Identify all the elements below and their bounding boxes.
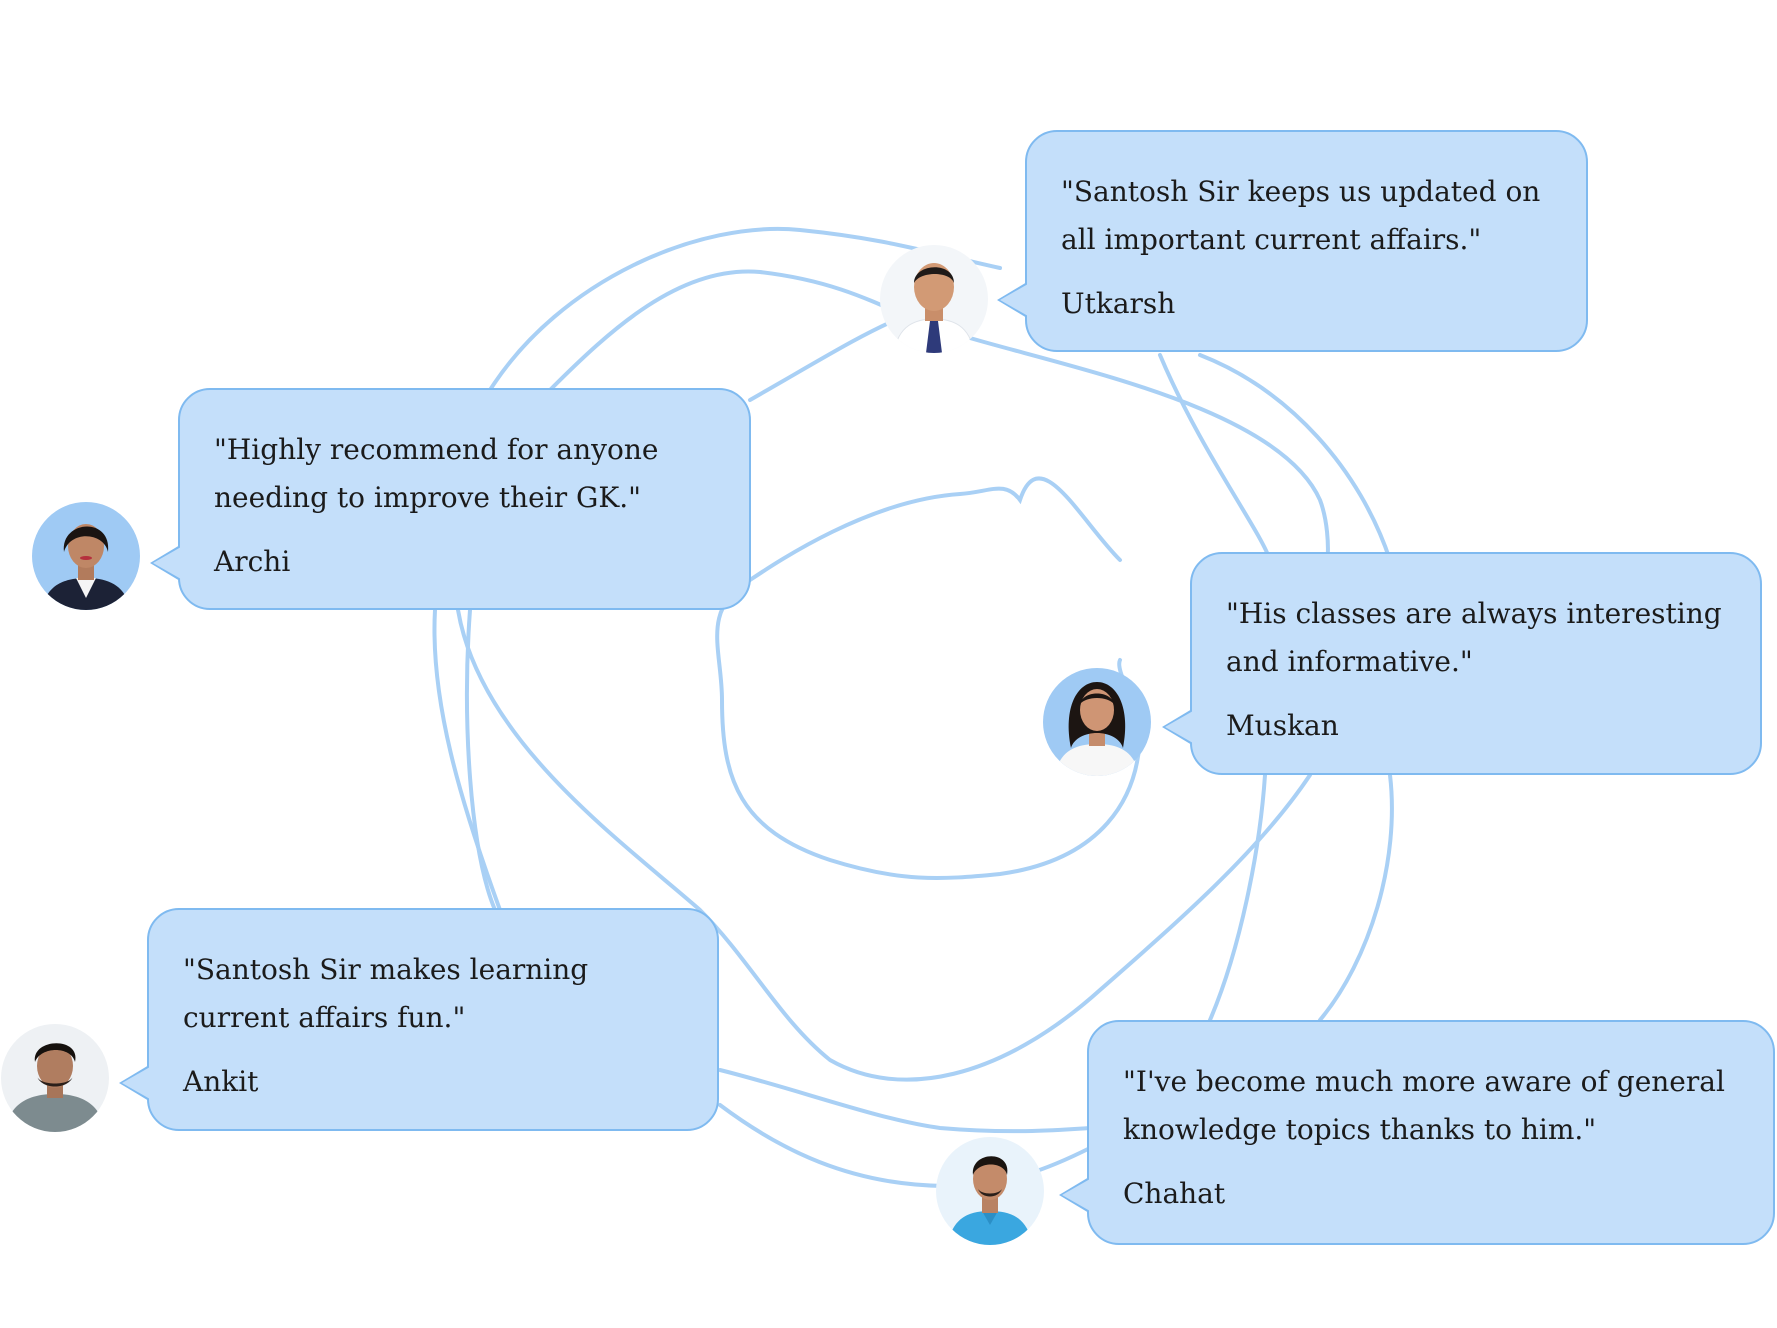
- testimonial-card-muskan: "His classes are always interesting and …: [1162, 552, 1762, 775]
- woman-white-shirt-avatar-icon: [1043, 668, 1151, 776]
- testimonial-quote: "Santosh Sir makes learning current affa…: [183, 953, 589, 1034]
- testimonial-author: Archi: [214, 545, 291, 578]
- woman-avatar-icon: [32, 502, 140, 610]
- testimonial-card-ankit: "Santosh Sir makes learning current affa…: [119, 908, 719, 1131]
- testimonial-quote: "I've become much more aware of general …: [1123, 1065, 1725, 1146]
- testimonial-author: Ankit: [183, 1065, 259, 1098]
- speech-bubble-tail: [119, 1065, 150, 1101]
- speech-bubble-tail: [150, 545, 181, 581]
- speech-bubble-tail: [997, 282, 1028, 318]
- testimonial-card-archi: "Highly recommend for anyone needing to …: [150, 388, 751, 610]
- testimonial-author: Utkarsh: [1061, 287, 1176, 320]
- testimonial-author: Muskan: [1226, 709, 1339, 742]
- testimonial-quote: "Santosh Sir keeps us updated on all imp…: [1061, 175, 1541, 256]
- man-blue-shirt-avatar-icon: [936, 1137, 1044, 1245]
- man-hoodie-avatar-icon: [1, 1024, 109, 1132]
- speech-bubble-tail: [1059, 1177, 1090, 1213]
- man-with-tie-avatar-icon: [880, 245, 988, 353]
- testimonial-quote: "Highly recommend for anyone needing to …: [214, 433, 659, 514]
- testimonial-quote: "His classes are always interesting and …: [1226, 597, 1722, 678]
- speech-bubble-tail: [1162, 709, 1193, 745]
- testimonial-card-chahat: "I've become much more aware of general …: [1059, 1020, 1775, 1245]
- testimonial-card-utkarsh: "Santosh Sir keeps us updated on all imp…: [997, 130, 1588, 352]
- testimonial-author: Chahat: [1123, 1177, 1226, 1210]
